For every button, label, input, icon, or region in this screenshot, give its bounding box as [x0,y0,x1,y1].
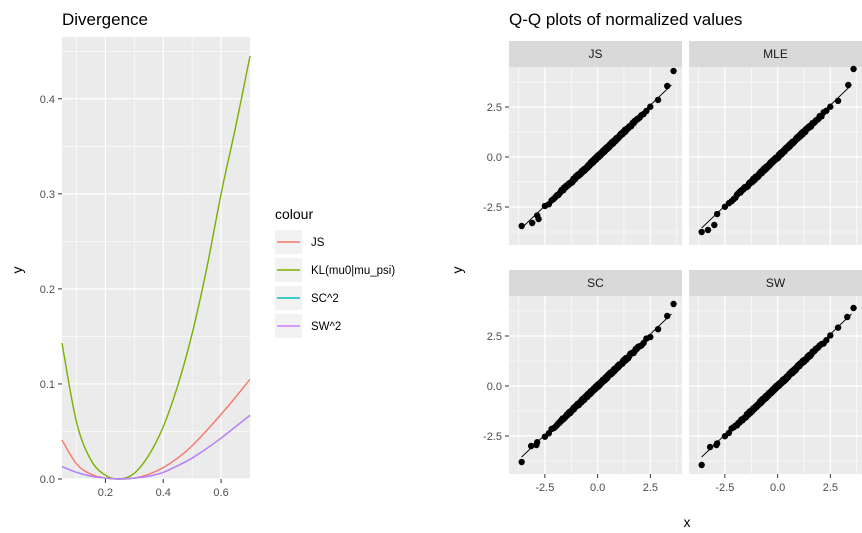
qq-point [664,312,671,320]
qq-point [704,226,712,234]
qq-point [518,222,525,230]
facet-strip [689,41,862,67]
legend-label: KL(mu0|mu_psi) [311,265,395,277]
qq-point [698,461,705,469]
qq-point [850,65,857,73]
qq-point [664,82,671,90]
x-tick-label: -2.5 [535,482,554,494]
y-tick-label: -2.5 [483,202,502,214]
qq-point [834,324,842,331]
y-tick-label: 0.2 [40,284,55,296]
y-tick-label: 2.5 [487,102,502,114]
qq-point [823,337,830,344]
qq-point [647,103,654,110]
y-tick-label: 2.5 [487,331,502,343]
qq-point [533,441,540,449]
qq-point [713,441,720,449]
divergence-axis-ticks: 0.2 0.4 0.6 0.0 0.1 0.2 0.3 0.4 [40,94,229,499]
x-tick-label: 0.2 [98,487,113,499]
qq-point [670,300,677,308]
facet-sc: SC -2.5 0.0 2.5 -2.5 0.0 2.5 [483,270,682,494]
legend-label: SW^2 [311,321,341,333]
divergence-y-axis-title: y [9,267,25,274]
qq-point [706,443,714,451]
qq-point [850,304,857,312]
facet-strip [509,41,682,67]
qq-point [647,333,654,341]
y-tick-label: 0.0 [487,381,502,393]
qq-point [529,219,536,227]
qq-point [834,97,842,105]
qq-facets: JS -2.5 0.0 2.5 MLE SC -2.5 0.0 2.5 -2.5 0.0 2.5 SW -… [483,41,862,494]
qq-plot: Q-Q plots of normalized values JS -2.5 0.0… [449,10,862,530]
x-tick-label: 0.6 [213,487,228,499]
facet-strip-label: SW [766,276,786,290]
facet-strip-label: JS [588,47,602,61]
qq-point [827,332,834,339]
qq-point [827,103,834,110]
x-tick-label: 2.5 [643,482,658,494]
qq-point [844,313,851,321]
qq-point [711,221,718,229]
qq-point [527,442,535,450]
facet-sw: SW -2.5 0.0 2.5 [689,270,862,494]
x-tick-label: -2.5 [715,482,734,494]
qq-x-axis-title: x [684,514,691,530]
qq-y-axis-title: y [449,267,465,274]
qq-point [643,107,650,115]
series-line-sw-2 [61,414,251,480]
x-tick-label: 0.0 [590,482,605,494]
qq-point [535,215,542,223]
facet-js: JS -2.5 0.0 2.5 [483,41,682,245]
x-tick-label: 0.4 [156,487,171,499]
facet-strip [689,270,862,296]
y-tick-label: -2.5 [483,431,502,443]
qq-point [654,96,662,104]
legend-items: JS KL(mu0|mu_psi) SC^2 SW^2 [275,230,395,338]
series-line-js [61,378,251,480]
y-tick-label: 0.0 [487,152,502,164]
qq-point [654,325,662,333]
facet-strip [509,270,682,296]
legend-title: colour [275,206,313,222]
x-tick-label: 2.5 [823,482,838,494]
divergence-title: Divergence [62,10,148,29]
qq-point [823,107,830,114]
legend-label: JS [311,237,325,249]
divergence-lines [61,55,251,480]
y-tick-label: 0.0 [40,474,55,486]
qq-point [670,67,677,75]
qq-point [845,81,852,89]
x-tick-label: 0.0 [770,482,785,494]
qq-title: Q-Q plots of normalized values [509,10,742,29]
divergence-grid [62,37,250,480]
qq-point [518,458,525,466]
facet-mle: MLE [689,41,862,245]
y-tick-label: 0.3 [40,189,55,201]
series-line-kl-mu0-mu-psi- [61,55,251,480]
legend-label: SC^2 [311,293,339,305]
divergence-legend: colour JS KL(mu0|mu_psi) SC^2 SW^2 [275,206,395,338]
divergence-panel-background [62,37,250,479]
facet-strip-label: MLE [763,47,788,61]
y-tick-label: 0.4 [40,94,55,106]
qq-point [698,228,705,236]
qq-point [713,210,721,218]
facet-strip-label: SC [587,276,604,290]
divergence-plot: Divergence 0.2 0.4 0.6 0.0 0.1 0.2 0.3 0.4 y [9,10,251,499]
y-tick-label: 0.1 [40,379,55,391]
